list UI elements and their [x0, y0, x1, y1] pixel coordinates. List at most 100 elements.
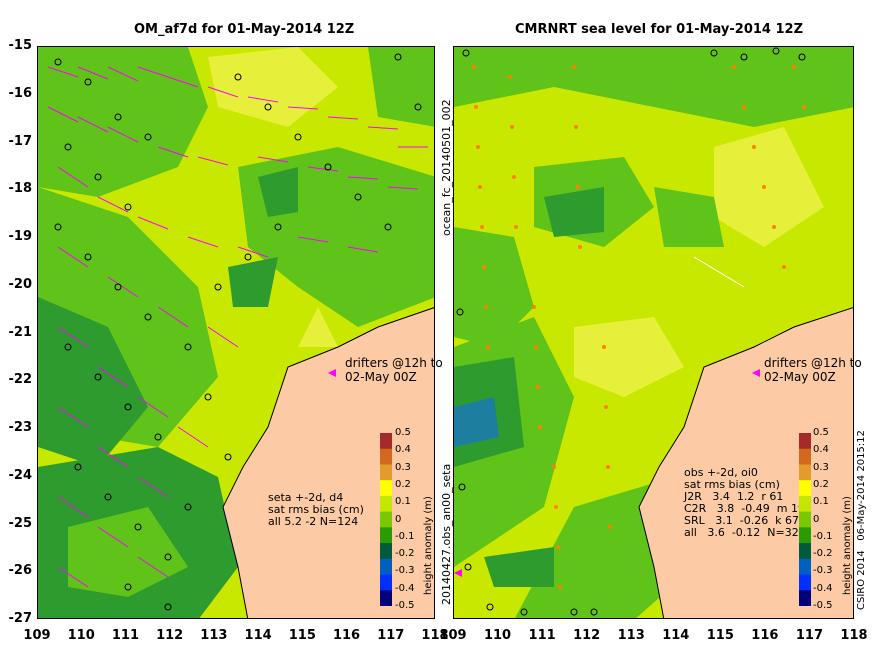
- x-tick-label: 118: [421, 628, 449, 643]
- right-colorbar-gradient: [799, 433, 811, 607]
- colorbar-swatch: [380, 574, 392, 591]
- x-tick-label: 113: [617, 628, 645, 643]
- right-map-panel: [453, 46, 854, 619]
- right-map: [454, 47, 853, 618]
- colorbar-swatch: [380, 558, 392, 576]
- colorbar-tick-label: -0.5: [395, 600, 415, 611]
- colorbar-tick-label: 0.5: [813, 427, 829, 438]
- left-side-label: ocean_fc_20140501_002: [440, 99, 453, 236]
- colorbar-swatch: [799, 543, 811, 560]
- anomaly-region: [654, 187, 724, 247]
- colorbar-tick-label: 0.1: [395, 496, 411, 508]
- x-tick-label: 112: [573, 628, 601, 643]
- anomaly-region: [368, 47, 434, 127]
- right-colorbar-title: height anomaly (m): [842, 496, 853, 595]
- altimeter-tracks: [472, 65, 806, 589]
- y-tick-label: -25: [8, 515, 33, 531]
- colorbar-tick-label: 0.4: [395, 444, 411, 456]
- anomaly-region: [228, 257, 278, 307]
- x-tick-label: 111: [528, 628, 556, 643]
- y-tick-label: -20: [8, 276, 33, 292]
- colorbar-tick-label: 0.2: [395, 478, 411, 490]
- y-tick-label: -24: [8, 467, 33, 483]
- x-tick-label: 117: [795, 628, 823, 643]
- x-tick-label: 117: [377, 628, 405, 643]
- colorbar-tick-label: 0.2: [813, 478, 829, 490]
- y-tick-label: -22: [8, 372, 33, 388]
- colorbar-tick-label: -0.3: [813, 565, 833, 577]
- anomaly-region: [484, 547, 554, 587]
- drifter-legend-arrow: [752, 369, 760, 377]
- anomaly-region: [258, 167, 298, 217]
- right-drifters-note: drifters @12h to 02-May 00Z: [764, 356, 862, 384]
- colorbar-swatch: [799, 433, 811, 450]
- anomaly-region: [454, 227, 534, 347]
- colorbar-swatch: [380, 590, 392, 607]
- x-tick-label: 114: [244, 628, 272, 643]
- x-tick-label: 116: [751, 628, 779, 643]
- colorbar-tick-label: -0.1: [813, 530, 833, 542]
- y-tick-label: -18: [8, 181, 33, 197]
- anomaly-region: [298, 307, 338, 347]
- colorbar-swatch: [799, 480, 811, 497]
- colorbar-swatch: [380, 448, 392, 465]
- anomaly-region: [714, 127, 824, 247]
- colorbar-swatch: [380, 480, 392, 497]
- colorbar-tick-label: -0.4: [813, 582, 833, 594]
- y-tick-label: -17: [8, 133, 33, 149]
- left-panel-title: OM_af7d for 01-May-2014 12Z: [134, 22, 355, 37]
- anomaly-region: [454, 47, 853, 127]
- colorbar-swatch: [799, 448, 811, 465]
- colorbar-swatch: [799, 495, 811, 513]
- drifter-legend-arrow: [454, 569, 462, 577]
- colorbar-tick-label: 0.4: [813, 444, 829, 456]
- colorbar-swatch: [799, 527, 811, 544]
- colorbar-swatch: [380, 527, 392, 544]
- x-tick-label: 111: [111, 628, 139, 643]
- y-tick-label: -21: [8, 324, 33, 340]
- colorbar-tick-label: 0.3: [813, 461, 829, 473]
- x-tick-label: 116: [332, 628, 361, 643]
- colorbar-swatch: [380, 495, 392, 513]
- anomaly-region: [38, 297, 148, 467]
- colorbar-tick-label: 0.1: [813, 496, 829, 508]
- left-colorbar-gradient: [380, 433, 392, 607]
- right-side-label: 20140427.obs_an00_seta: [440, 463, 453, 605]
- anomaly-region: [544, 187, 604, 237]
- right-panel-title: CMRNRT sea level for 01-May-2014 12Z: [515, 22, 803, 37]
- colorbar-tick-label: 0.3: [395, 461, 411, 473]
- x-tick-label: 110: [483, 628, 512, 643]
- colorbar-tick-label: -0.2: [395, 548, 415, 560]
- track-points: [456, 47, 806, 616]
- y-tick-label: -16: [8, 85, 33, 101]
- colorbar-swatch: [380, 464, 392, 481]
- left-colorbar-title: height anomaly (m): [423, 496, 434, 595]
- x-tick-label: 115: [706, 628, 734, 643]
- left-drifters-note: drifters @12h to 02-May 00Z: [345, 356, 443, 384]
- anomaly-region: [574, 317, 684, 397]
- colorbar-tick-label: 0.5: [395, 427, 411, 438]
- left-colorbar: [380, 433, 392, 607]
- colorbar-tick-label: -0.1: [395, 530, 415, 542]
- colorbar-swatch: [380, 433, 392, 450]
- colorbar-tick-label: -0.5: [813, 600, 833, 611]
- left-map-panel: [37, 46, 435, 619]
- x-tick-label: 109: [439, 628, 467, 643]
- colorbar-swatch: [799, 464, 811, 481]
- x-tick-label: 112: [156, 628, 184, 643]
- x-tick-label: 113: [200, 628, 228, 643]
- x-tick-label: 118: [840, 628, 868, 643]
- y-tick-label: -26: [8, 563, 33, 579]
- y-tick-label: -27: [8, 611, 33, 626]
- anomaly-region: [208, 47, 338, 127]
- drifter-legend-arrow: [328, 369, 336, 377]
- right-stats-note: obs +-2d, oi0 sat rms bias (cm) J2R 3.4 1.…: [684, 466, 806, 539]
- x-tick-label: 109: [23, 628, 51, 643]
- x-tick-label: 114: [662, 628, 690, 643]
- anomaly-region: [68, 507, 188, 597]
- colorbar-swatch: [799, 558, 811, 576]
- y-tick-label: -15: [8, 38, 33, 53]
- colorbar-tick-label: 0: [395, 513, 402, 525]
- colorbar-swatch: [799, 590, 811, 607]
- y-tick-label: -23: [8, 420, 33, 435]
